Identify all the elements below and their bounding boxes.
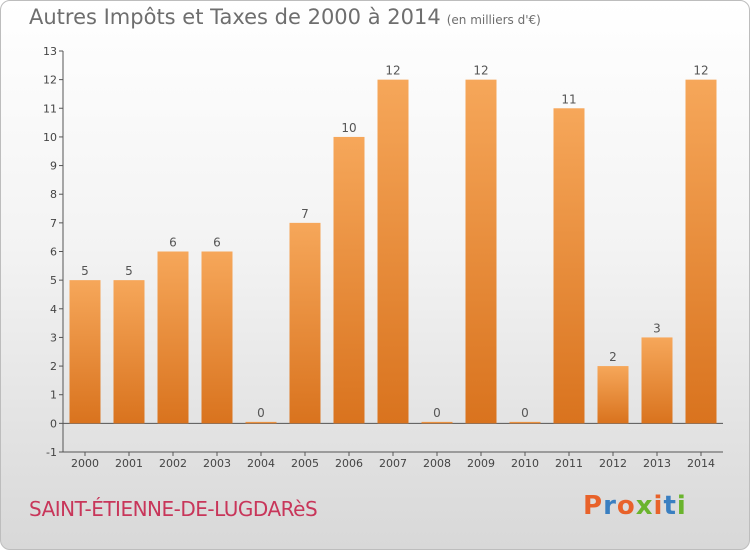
x-tick-label-2005: 2005 [291, 457, 319, 470]
x-tick-label-2006: 2006 [335, 457, 363, 470]
y-tick-label: 10 [43, 131, 57, 144]
y-tick-label: 13 [43, 45, 57, 58]
value-label-2003: 6 [213, 236, 221, 250]
bar-2000 [69, 280, 101, 424]
y-tick-label: 3 [50, 331, 57, 344]
bar-2011 [553, 108, 585, 424]
value-label-2002: 6 [169, 236, 177, 250]
y-tick-label: 4 [50, 303, 57, 316]
logo-letter: x [635, 491, 654, 521]
y-tick-label: -1 [46, 446, 57, 459]
x-tick-label-2004: 2004 [247, 457, 275, 470]
y-tick-label: 9 [50, 160, 57, 173]
proxiti-logo[interactable]: Proxiti [583, 491, 687, 521]
value-label-2008: 0 [433, 406, 441, 420]
value-label-2013: 3 [653, 321, 661, 335]
value-label-2004: 0 [257, 406, 265, 420]
y-tick-label: 1 [50, 389, 57, 402]
x-tick-label-2000: 2000 [71, 457, 99, 470]
value-label-2006: 10 [341, 121, 356, 135]
value-label-2007: 12 [385, 64, 400, 78]
x-tick-label-2011: 2011 [555, 457, 583, 470]
x-tick-label-2014: 2014 [687, 457, 715, 470]
x-tick-label-2009: 2009 [467, 457, 495, 470]
bar-2003 [201, 251, 233, 424]
value-label-2001: 5 [125, 264, 133, 278]
y-tick-label: 8 [50, 188, 57, 201]
value-label-2005: 7 [301, 207, 309, 221]
bar-2013 [641, 337, 673, 424]
x-tick-label-2002: 2002 [159, 457, 187, 470]
y-tick-label: 5 [50, 274, 57, 287]
logo-letter: t [663, 491, 677, 521]
value-label-2011: 11 [561, 92, 576, 106]
value-label-2010: 0 [521, 406, 529, 420]
commune-name: SAINT-ÉTIENNE-DE-LUGDARèS [29, 497, 318, 521]
y-tick-label: 6 [50, 246, 57, 259]
unit-label: (en milliers d'€) [446, 13, 541, 27]
y-tick-label: 7 [50, 217, 57, 230]
bar-2007 [377, 79, 409, 424]
bar-2002 [157, 251, 189, 424]
y-tick-label: 12 [43, 74, 57, 87]
bar-2009 [465, 79, 497, 424]
bar-2014 [685, 79, 717, 424]
bar-2010 [509, 421, 541, 424]
x-tick-label-2003: 2003 [203, 457, 231, 470]
bar-2006 [333, 136, 365, 424]
chart-title: Autres Impôts et Taxes de 2000 à 2014 (en… [29, 5, 541, 29]
y-tick-label: 0 [50, 417, 57, 430]
logo-letter: P [583, 491, 604, 521]
value-label-2014: 12 [693, 64, 708, 78]
logo-letter: r [603, 491, 617, 521]
bar-2008 [421, 421, 453, 424]
value-label-2012: 2 [609, 350, 617, 364]
y-tick-label: 2 [50, 360, 57, 373]
bar-2005 [289, 222, 321, 424]
value-label-2009: 12 [473, 64, 488, 78]
logo-letter: i [653, 491, 664, 521]
x-tick-label-2001: 2001 [115, 457, 143, 470]
x-tick-label-2007: 2007 [379, 457, 407, 470]
x-tick-label-2008: 2008 [423, 457, 451, 470]
logo-letter: i [676, 491, 687, 521]
bar-2012 [597, 366, 629, 424]
x-tick-label-2013: 2013 [643, 457, 671, 470]
value-label-2000: 5 [81, 264, 89, 278]
bar-2001 [113, 280, 145, 424]
x-tick-label-2010: 2010 [511, 457, 539, 470]
y-tick-label: 11 [43, 102, 57, 115]
x-tick-label-2012: 2012 [599, 457, 627, 470]
logo-letter: o [616, 491, 636, 521]
bar-2004 [245, 421, 277, 424]
